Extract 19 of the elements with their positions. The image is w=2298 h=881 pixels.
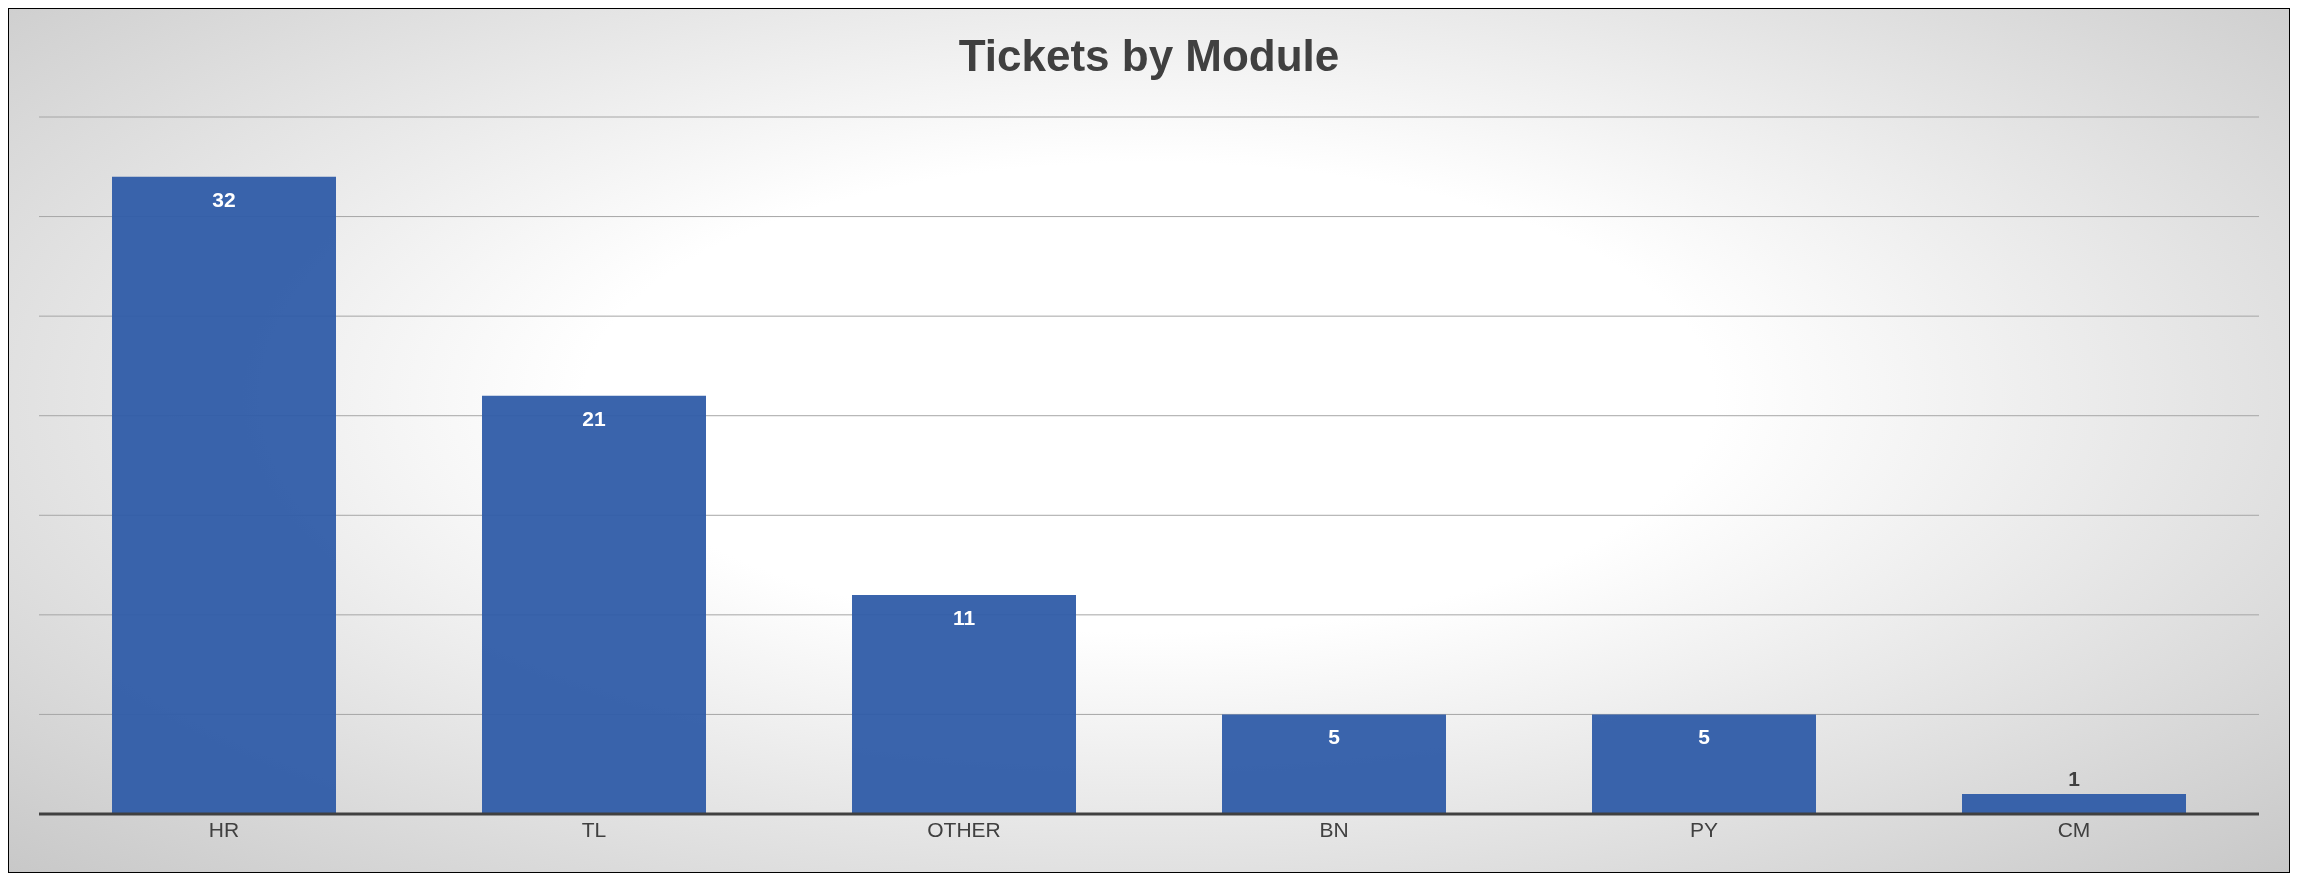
x-tick-label: TL <box>581 817 607 841</box>
bar <box>1962 794 2186 814</box>
bar <box>1222 714 1446 814</box>
data-label: 11 <box>952 605 976 629</box>
bar <box>482 395 706 814</box>
data-label: 1 <box>2068 767 2081 791</box>
x-tick-label: CM <box>2057 817 2091 841</box>
x-tick-label: PY <box>1689 817 1719 841</box>
bar <box>112 176 336 814</box>
data-label: 21 <box>582 406 606 430</box>
bar <box>1592 714 1816 814</box>
data-label: 32 <box>212 187 236 211</box>
x-tick-label: BN <box>1319 817 1349 841</box>
data-label: 5 <box>1698 725 1711 749</box>
x-tick-label: OTHER <box>927 817 1001 841</box>
chart-title: Tickets by Module <box>957 31 1341 81</box>
bar <box>852 594 1076 814</box>
x-tick-label: HR <box>208 817 240 841</box>
data-label: 5 <box>1328 725 1341 749</box>
